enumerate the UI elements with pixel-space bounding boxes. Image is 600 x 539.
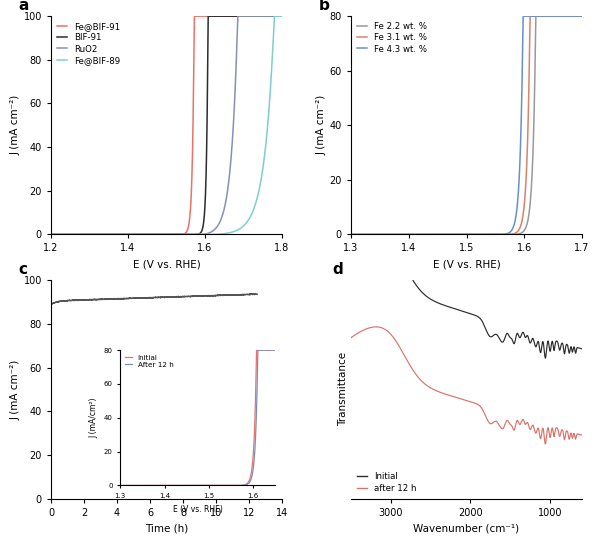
Fe 2.2 wt. % — [389, 231, 397, 238]
RuO2 — [139, 231, 146, 238]
Y-axis label: J (mA cm⁻²): J (mA cm⁻²) — [317, 95, 327, 155]
BIF-91 — [286, 13, 293, 19]
Line: BIF-91: BIF-91 — [51, 16, 290, 234]
X-axis label: Time (h): Time (h) — [145, 523, 188, 533]
Fe 4.3 wt. % — [585, 13, 592, 19]
Fe 3.1 wt. % — [347, 231, 355, 238]
Y-axis label: Transmittance: Transmittance — [338, 353, 348, 426]
Y-axis label: J (mA cm⁻²): J (mA cm⁻²) — [11, 360, 21, 419]
RuO2 — [234, 13, 241, 19]
Legend: Initial, after 12 h: Initial, after 12 h — [355, 471, 418, 494]
Fe 2.2 wt. % — [451, 231, 458, 238]
Fe 2.2 wt. % — [590, 13, 597, 19]
Fe 3.1 wt. % — [389, 231, 397, 238]
Fe@BIF-89 — [89, 231, 96, 238]
Fe@BIF-89 — [149, 231, 157, 238]
Text: d: d — [332, 262, 343, 277]
Fe@BIF-89 — [271, 13, 278, 19]
BIF-91 — [89, 231, 96, 238]
Legend: Fe 2.2 wt. %, Fe 3.1 wt. %, Fe 4.3 wt. %: Fe 2.2 wt. %, Fe 3.1 wt. %, Fe 4.3 wt. % — [355, 20, 429, 55]
BIF-91 — [149, 231, 157, 238]
Fe 2.2 wt. % — [375, 231, 382, 238]
RuO2 — [256, 13, 263, 19]
Line: Fe 2.2 wt. %: Fe 2.2 wt. % — [351, 16, 593, 234]
Fe 4.3 wt. % — [590, 13, 597, 19]
Fe 2.2 wt. % — [440, 231, 448, 238]
Fe 3.1 wt. % — [440, 231, 448, 238]
Fe@BIF-91 — [139, 231, 146, 238]
Line: Fe@BIF-91: Fe@BIF-91 — [51, 16, 290, 234]
Text: a: a — [19, 0, 29, 12]
RuO2 — [281, 13, 289, 19]
X-axis label: E (V vs. RHE): E (V vs. RHE) — [433, 259, 500, 269]
Fe 3.1 wt. % — [585, 13, 592, 19]
Fe 3.1 wt. % — [590, 13, 597, 19]
Fe 4.3 wt. % — [375, 231, 382, 238]
Text: c: c — [19, 262, 28, 277]
Fe 2.2 wt. % — [532, 13, 539, 19]
Fe@BIF-91 — [47, 231, 55, 238]
Line: Fe 3.1 wt. %: Fe 3.1 wt. % — [351, 16, 593, 234]
BIF-91 — [205, 13, 212, 19]
Fe@BIF-91 — [74, 231, 82, 238]
Fe@BIF-91 — [191, 13, 198, 19]
X-axis label: E (V vs. RHE): E (V vs. RHE) — [133, 259, 200, 269]
BIF-91 — [74, 231, 82, 238]
BIF-91 — [281, 13, 289, 19]
Fe 4.3 wt. % — [559, 13, 566, 19]
Fe@BIF-89 — [281, 13, 289, 19]
Fe@BIF-91 — [256, 13, 263, 19]
Fe@BIF-89 — [286, 13, 293, 19]
Fe 2.2 wt. % — [585, 13, 592, 19]
RuO2 — [47, 231, 55, 238]
Fe@BIF-89 — [74, 231, 82, 238]
Fe 3.1 wt. % — [526, 13, 533, 19]
Fe 2.2 wt. % — [347, 231, 355, 238]
X-axis label: Wavenumber (cm⁻¹): Wavenumber (cm⁻¹) — [413, 523, 520, 533]
Fe 4.3 wt. % — [347, 231, 355, 238]
Line: Fe 4.3 wt. %: Fe 4.3 wt. % — [351, 16, 593, 234]
Line: RuO2: RuO2 — [51, 16, 290, 234]
Fe 3.1 wt. % — [375, 231, 382, 238]
Fe@BIF-89 — [47, 231, 55, 238]
Fe 4.3 wt. % — [451, 231, 458, 238]
Y-axis label: J (mA cm⁻²): J (mA cm⁻²) — [11, 95, 21, 155]
BIF-91 — [256, 13, 263, 19]
RuO2 — [74, 231, 82, 238]
Fe@BIF-89 — [256, 185, 263, 192]
BIF-91 — [139, 231, 146, 238]
Fe 2.2 wt. % — [559, 13, 566, 19]
Fe@BIF-91 — [149, 231, 157, 238]
Fe@BIF-91 — [281, 13, 289, 19]
RuO2 — [149, 231, 157, 238]
Fe 4.3 wt. % — [389, 231, 397, 238]
Text: b: b — [319, 0, 329, 12]
BIF-91 — [47, 231, 55, 238]
Fe 4.3 wt. % — [440, 231, 448, 238]
Fe 4.3 wt. % — [520, 13, 527, 19]
Fe@BIF-89 — [139, 231, 146, 238]
Legend: Fe@BIF-91, BIF-91, RuO2, Fe@BIF-89: Fe@BIF-91, BIF-91, RuO2, Fe@BIF-89 — [55, 20, 122, 66]
Fe 3.1 wt. % — [559, 13, 566, 19]
Fe@BIF-91 — [89, 231, 96, 238]
RuO2 — [286, 13, 293, 19]
Fe@BIF-91 — [286, 13, 293, 19]
Fe 3.1 wt. % — [451, 231, 458, 238]
Line: Fe@BIF-89: Fe@BIF-89 — [51, 16, 290, 234]
RuO2 — [89, 231, 96, 238]
